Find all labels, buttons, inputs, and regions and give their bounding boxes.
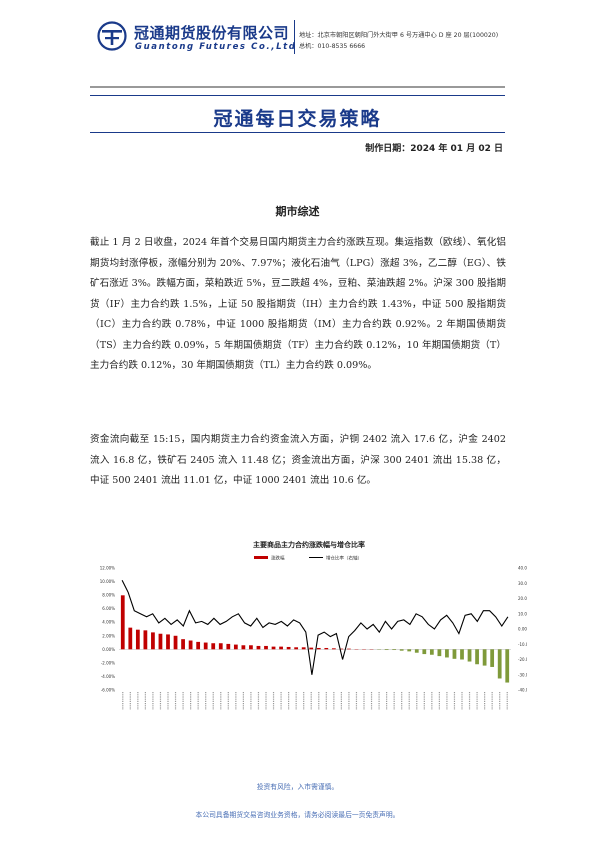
commodity-chart: 主要商品主力合约涨跌幅与增仓比率 涨跌幅 增仓比率（右轴） -6.00% -4.0… — [100, 540, 527, 710]
bar-change — [286, 646, 291, 650]
bar-change — [151, 632, 155, 650]
report-date: 制作日期：2024 年 01 月 02 日 — [365, 144, 503, 154]
left-axis-tick-label: 8.00% — [102, 593, 115, 598]
right-axis-tick-label: -30.00% — [518, 672, 527, 677]
disclaimer-notice: 本公司具备期货交易咨询业务资格，请务必阅读最后一页免责声明。 — [195, 811, 400, 819]
left-axis-tick-label: -4.00% — [101, 674, 115, 679]
market-summary-paragraph: 截止 1 月 2 日收盘，2024 年首个交易日国内期货主力合约涨跌互现。集运指… — [90, 237, 506, 371]
right-axis-tick-label: 30.00% — [518, 581, 527, 586]
bar-change — [218, 643, 223, 650]
right-axis-tick-label: 40.00% — [518, 566, 527, 571]
page-title: 冠通每日交易策略 — [213, 108, 382, 130]
left-axis-tick-label: 6.00% — [102, 606, 115, 611]
bar-change — [241, 645, 246, 650]
capital-flow-paragraph: 资金流向截至 15:15，国内期货主力合约资金流入方面，沪铜 2402 流入 1… — [90, 434, 506, 486]
legend-label-change: 涨跌幅 — [271, 555, 285, 562]
company-name-en: Guantong Futures Co.,Ltd — [135, 42, 297, 52]
bar-change — [347, 648, 351, 650]
bar-change — [271, 646, 276, 650]
bar-change — [414, 649, 419, 653]
bar-change — [226, 643, 231, 650]
bar-change — [256, 645, 261, 650]
bar-change — [316, 647, 321, 650]
bar-change — [309, 647, 314, 650]
header-divider — [294, 20, 295, 54]
bar-change — [158, 633, 163, 650]
right-axis-tick-label: 10.00% — [518, 611, 527, 616]
bar-change — [497, 649, 502, 679]
bar-change — [392, 649, 397, 651]
left-axis-tick-label: 10.00% — [100, 579, 115, 584]
bar-change — [452, 649, 457, 659]
bar-change — [407, 649, 412, 652]
left-axis-tick-label: 4.00% — [102, 620, 115, 625]
legend-label-oi: 增仓比率（右轴） — [326, 555, 362, 562]
bar-change — [279, 646, 283, 650]
right-axis-tick-label: 20.00% — [518, 596, 527, 601]
bar-change — [399, 649, 404, 651]
bar-change — [188, 640, 193, 650]
bar-change — [422, 649, 427, 655]
bar-change — [233, 644, 238, 650]
line-open-interest-ratio — [121, 579, 509, 675]
bar-change — [301, 647, 306, 650]
bar-change — [294, 647, 299, 650]
title-rule — [90, 132, 505, 133]
bar-change — [128, 627, 133, 650]
bar-change — [211, 643, 216, 650]
company-address: 地址：北京市朝阳区朝阳门外大街甲 6 号万通中心 D 座 20 层(100020… — [299, 32, 499, 39]
right-axis-tick-label: -40.00% — [518, 688, 527, 693]
header-rule — [90, 86, 505, 88]
right-axis-tick-label: 0.00% — [518, 627, 527, 632]
right-axis-tick-label: -20.00% — [518, 657, 527, 662]
bar-change — [203, 642, 208, 650]
bar-change — [437, 649, 442, 657]
bar-change — [339, 648, 344, 650]
bar-change — [143, 630, 148, 650]
bar-change — [331, 648, 336, 650]
risk-warning: 投资有风险，入市需谨慎。 — [256, 783, 339, 791]
chart-title: 主要商品主力合约涨跌幅与增仓比率 — [253, 540, 365, 549]
chart-legend: 涨跌幅 增仓比率（右轴） — [254, 555, 362, 562]
bar-change — [135, 629, 140, 650]
left-axis-tick-label: -6.00% — [101, 688, 115, 693]
left-axis-tick-label: 12.00% — [100, 566, 115, 571]
bar-change — [324, 647, 329, 650]
bar-change — [166, 634, 170, 650]
bar-change — [467, 649, 472, 662]
bar-change — [429, 649, 434, 655]
bar-change — [249, 645, 253, 650]
section-title: 期市综述 — [275, 205, 320, 218]
header-rule-accent — [90, 95, 505, 96]
bar-change — [475, 649, 479, 665]
company-logo-icon — [97, 21, 127, 51]
legend-swatch-change — [254, 556, 268, 559]
bar-change — [482, 649, 487, 666]
company-phone: 总机：010-8535 6666 — [299, 43, 366, 50]
bar-change — [460, 649, 464, 660]
bar-change — [173, 635, 178, 650]
left-axis-tick-label: 2.00% — [102, 633, 115, 638]
bar-change — [120, 595, 125, 650]
right-axis-tick-label: -10.00% — [518, 642, 527, 647]
bar-change — [490, 649, 495, 667]
bar-change — [181, 639, 185, 650]
bar-change — [196, 641, 201, 650]
left-axis-tick-label: -2.00% — [101, 660, 115, 665]
bar-change — [384, 649, 389, 651]
bar-change — [264, 645, 268, 650]
left-axis-tick-label: 0.00% — [102, 647, 115, 652]
bar-change — [445, 649, 449, 658]
company-name-cn: 冠通期货股份有限公司 — [134, 24, 290, 42]
bar-change — [505, 649, 510, 683]
